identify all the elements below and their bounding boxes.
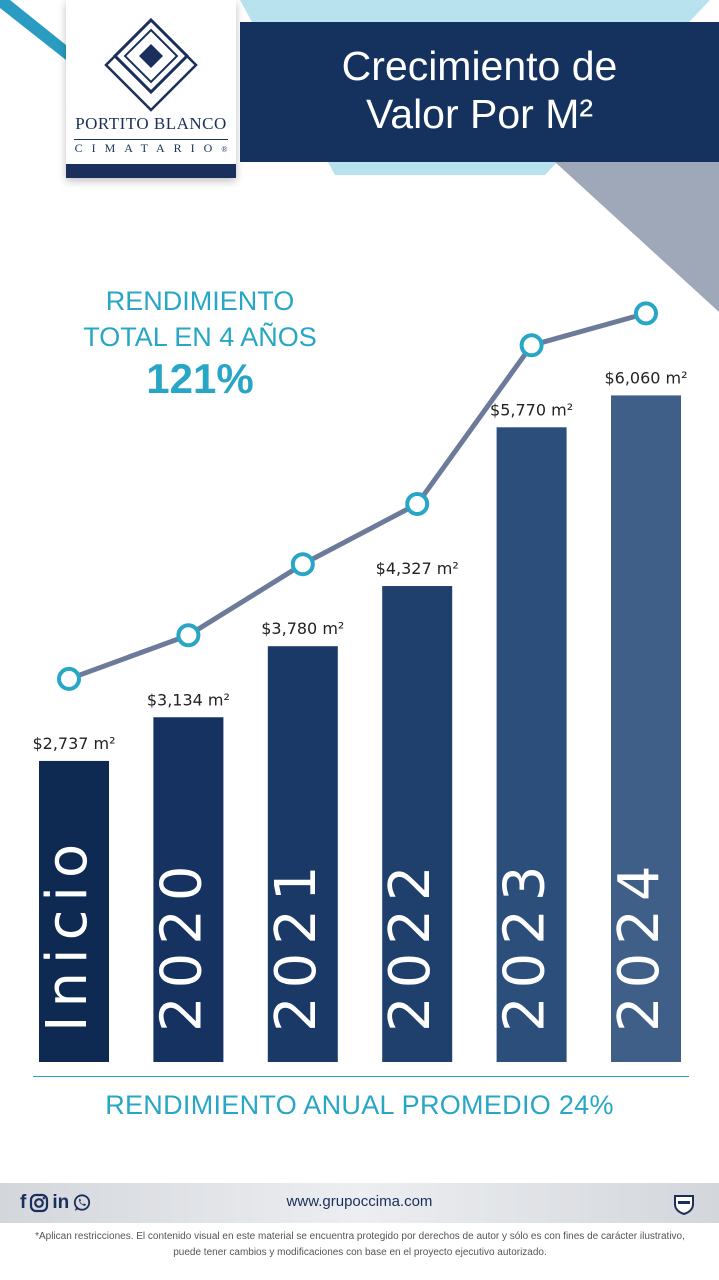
bar-inicio: [39, 760, 109, 1062]
title-line-2: Valor Por M²: [365, 91, 594, 137]
trend-line: [68, 310, 647, 682]
trend-point: [290, 552, 315, 577]
total-return-line-1: RENDIMIENTO: [105, 286, 295, 316]
trend-point: [405, 492, 430, 517]
annual-return-label: RENDIMIENTO ANUAL PROMEDIO 24%: [105, 1090, 614, 1120]
footer-divider: [33, 1076, 689, 1077]
category-label: 2020: [149, 857, 214, 1032]
trend-point: [519, 333, 544, 358]
bar-2021: [267, 646, 338, 1062]
linkedin-icon[interactable]: in: [52, 1192, 70, 1213]
whatsapp-icon[interactable]: [72, 1193, 92, 1213]
data-label: $6,060 m²: [604, 368, 687, 387]
category-label: 2022: [378, 857, 443, 1032]
footer-bar: f in www.grupoccima.com: [0, 1183, 719, 1223]
total-return-percent: 121%: [146, 355, 254, 402]
data-label: $3,780 m²: [261, 619, 344, 638]
website-link[interactable]: www.grupoccima.com: [286, 1193, 433, 1210]
bar-2022: [382, 586, 453, 1062]
brand-logo: PORTITO BLANCO CIMATARIO®: [66, 0, 236, 178]
social-icons: f in: [20, 1191, 92, 1215]
brand-name: PORTITO BLANCO: [75, 114, 227, 133]
brand-subtitle: CIMATARIO®: [74, 141, 228, 155]
total-return-label: RENDIMIENTO TOTAL EN 4 AÑOS: [40, 283, 360, 355]
brand-divider: [74, 139, 228, 140]
trend-point: [57, 666, 81, 691]
title-line-1: Crecimiento de: [341, 43, 618, 89]
total-return-line-2: TOTAL EN 4 AÑOS: [83, 322, 317, 352]
disclaimer-text: *Aplican restricciones. El contenido vis…: [35, 1231, 685, 1258]
trend-point: [634, 301, 658, 326]
trend-point: [176, 623, 201, 648]
data-label: $3,134 m²: [147, 690, 230, 709]
brand-band: [66, 164, 236, 178]
diamond-logo-icon: [104, 17, 198, 112]
category-label: 2021: [264, 857, 329, 1032]
category-label: 2024: [607, 857, 672, 1032]
category-label: Inicio: [35, 836, 100, 1032]
data-label: $2,737 m²: [32, 734, 115, 753]
facebook-icon[interactable]: f: [20, 1192, 27, 1213]
bar-2020: [153, 717, 224, 1062]
page-title: Crecimiento de Valor Por M²: [240, 22, 719, 162]
company-badge-icon: [674, 1195, 694, 1215]
bar-2024: [611, 395, 681, 1062]
bar-2023: [496, 427, 567, 1062]
data-label: $4,327 m²: [376, 559, 459, 578]
category-label: 2023: [493, 857, 558, 1032]
data-label: $5,770 m²: [490, 400, 573, 419]
instagram-icon[interactable]: [29, 1193, 49, 1213]
